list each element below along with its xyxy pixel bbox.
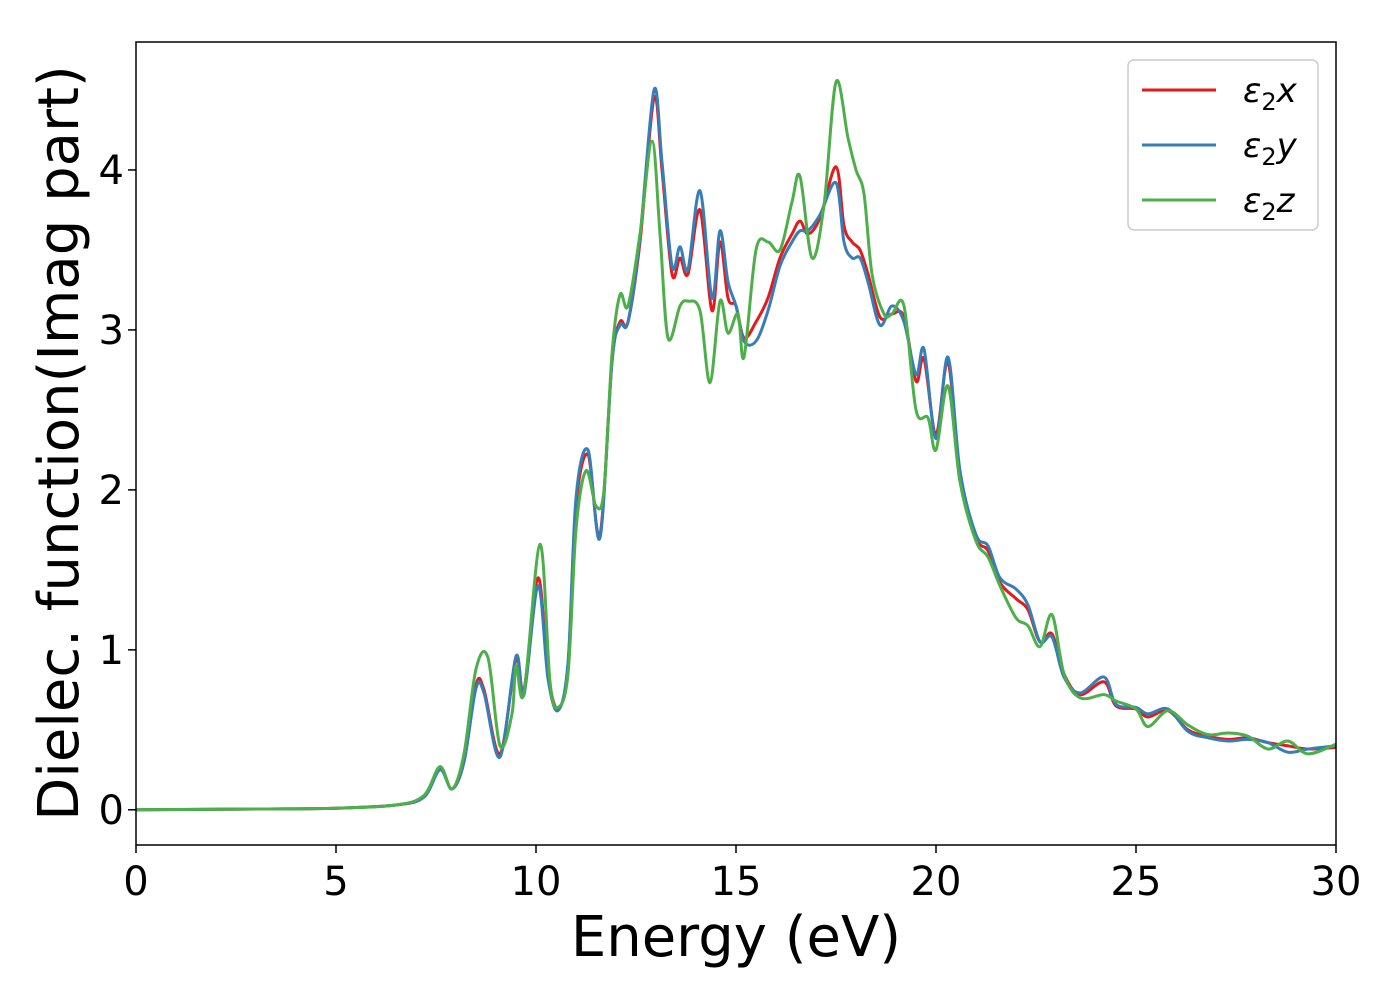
x-tick-label: 5 xyxy=(323,859,348,905)
legend: ε2x ε2y ε2z xyxy=(1127,59,1319,231)
y-tick-label: 1 xyxy=(99,628,124,674)
x-axis: 0 5 10 15 20 25 30 xyxy=(123,845,1361,905)
legend-label-x: ε2x xyxy=(1243,71,1298,116)
x-tick-label: 20 xyxy=(911,859,962,905)
x-tick-label: 0 xyxy=(123,859,148,905)
x-tick-label: 25 xyxy=(1111,859,1162,905)
y-tick-label: 0 xyxy=(99,788,124,834)
legend-label-z: ε2z xyxy=(1243,181,1296,226)
series-lines xyxy=(136,78,1336,812)
legend-label-y: ε2y xyxy=(1243,126,1298,171)
y-axis-title: Dielec. function(Imag part) xyxy=(27,65,92,821)
y-tick-label: 4 xyxy=(99,148,124,194)
y-axis: 0 1 2 3 4 xyxy=(99,148,136,834)
x-axis-title: Energy (eV) xyxy=(571,905,901,970)
y-tick-label: 3 xyxy=(99,308,124,354)
x-tick-label: 10 xyxy=(511,859,562,905)
legend-box xyxy=(1127,59,1319,231)
x-tick-label: 30 xyxy=(1311,859,1362,905)
x-tick-label: 15 xyxy=(711,859,762,905)
y-tick-label: 2 xyxy=(99,468,124,514)
series-line-z xyxy=(136,78,1336,812)
